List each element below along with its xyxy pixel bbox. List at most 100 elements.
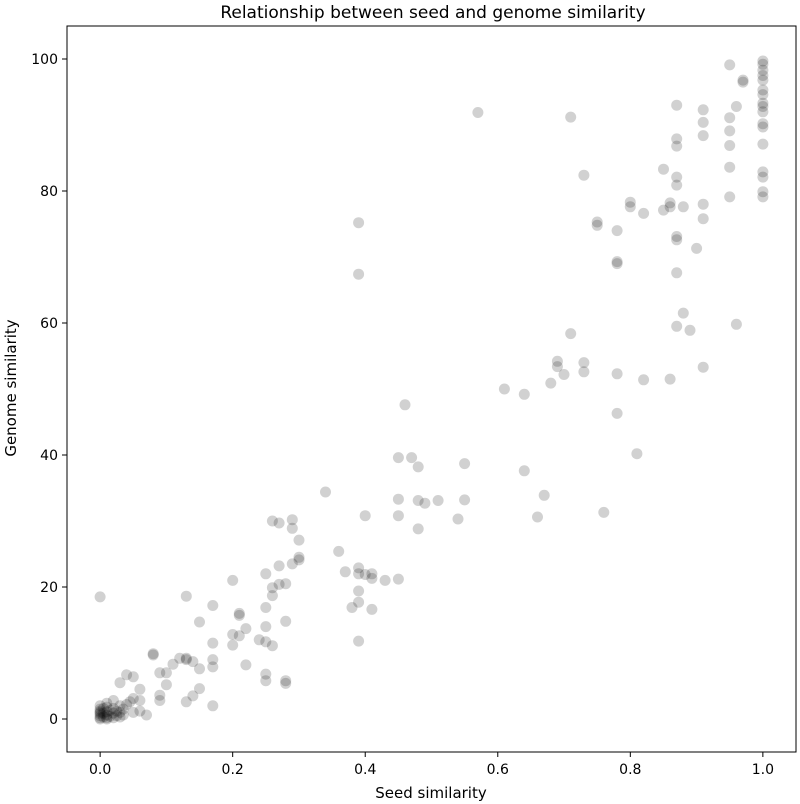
data-point bbox=[697, 213, 709, 225]
data-point bbox=[353, 568, 365, 580]
data-point bbox=[724, 59, 736, 71]
data-point bbox=[207, 661, 219, 673]
data-point bbox=[392, 493, 404, 505]
data-point bbox=[737, 74, 749, 86]
data-point bbox=[227, 574, 239, 586]
data-point bbox=[697, 198, 709, 210]
data-point bbox=[127, 693, 139, 704]
data-point bbox=[167, 658, 179, 670]
data-point bbox=[187, 656, 199, 668]
data-points bbox=[94, 55, 769, 725]
data-point bbox=[532, 511, 543, 523]
data-point bbox=[260, 621, 272, 633]
data-point bbox=[114, 700, 126, 712]
data-point bbox=[611, 407, 623, 419]
data-point bbox=[266, 582, 278, 594]
y-tick-label: 60 bbox=[40, 316, 58, 332]
data-point bbox=[664, 201, 676, 213]
data-point bbox=[121, 669, 133, 681]
data-point bbox=[293, 551, 305, 563]
data-point bbox=[280, 675, 292, 687]
data-point bbox=[353, 268, 365, 280]
data-point bbox=[392, 510, 404, 522]
data-point bbox=[399, 399, 411, 411]
data-point bbox=[127, 706, 139, 718]
data-point bbox=[671, 179, 683, 191]
data-point bbox=[260, 602, 272, 613]
data-point bbox=[558, 369, 570, 380]
data-point bbox=[240, 659, 252, 671]
data-point bbox=[97, 702, 109, 714]
data-point bbox=[671, 320, 683, 332]
chart-title: Relationship between seed and genome sim… bbox=[220, 3, 645, 23]
data-point bbox=[538, 489, 550, 501]
data-point bbox=[472, 107, 484, 118]
data-point bbox=[757, 166, 769, 178]
data-point bbox=[114, 711, 126, 723]
data-point bbox=[452, 513, 464, 525]
data-point bbox=[147, 648, 159, 660]
data-point bbox=[419, 497, 431, 509]
data-point bbox=[392, 573, 404, 585]
plot-frame bbox=[66, 25, 797, 753]
data-point bbox=[664, 197, 676, 209]
data-point bbox=[598, 506, 610, 518]
data-point bbox=[366, 572, 378, 584]
data-point bbox=[578, 366, 590, 378]
data-point bbox=[286, 522, 298, 534]
data-point bbox=[724, 125, 736, 137]
data-point bbox=[658, 204, 669, 216]
data-point bbox=[134, 683, 146, 695]
data-point bbox=[117, 709, 129, 721]
data-point bbox=[591, 216, 603, 228]
data-point bbox=[638, 374, 650, 386]
data-point bbox=[280, 578, 292, 590]
data-point bbox=[611, 225, 623, 237]
data-point bbox=[545, 377, 557, 389]
data-point bbox=[671, 133, 683, 145]
data-point bbox=[412, 461, 424, 473]
data-point bbox=[260, 568, 272, 580]
data-point bbox=[124, 696, 136, 708]
data-point bbox=[737, 76, 749, 88]
y-axis-label: Genome similarity bbox=[2, 319, 20, 456]
data-point bbox=[379, 574, 391, 586]
data-point bbox=[757, 191, 769, 203]
data-point bbox=[578, 169, 590, 181]
data-point bbox=[121, 699, 133, 710]
data-point bbox=[671, 234, 683, 246]
data-point bbox=[94, 705, 106, 717]
data-point bbox=[697, 361, 709, 373]
data-point bbox=[101, 701, 113, 713]
data-point bbox=[101, 706, 113, 718]
data-point bbox=[459, 458, 471, 470]
data-point bbox=[194, 663, 205, 675]
data-point bbox=[107, 707, 119, 719]
data-point bbox=[631, 448, 643, 460]
data-point bbox=[260, 636, 272, 648]
data-point bbox=[280, 615, 292, 627]
data-point bbox=[286, 514, 298, 526]
data-point bbox=[757, 118, 769, 130]
data-point bbox=[101, 713, 113, 725]
data-point bbox=[94, 708, 106, 720]
data-point bbox=[697, 104, 709, 116]
data-point bbox=[359, 510, 371, 522]
y-tick-label: 0 bbox=[49, 712, 58, 728]
data-point bbox=[353, 635, 365, 647]
data-point bbox=[724, 161, 736, 173]
data-point bbox=[207, 700, 219, 712]
data-point bbox=[518, 388, 530, 400]
data-point bbox=[551, 361, 563, 373]
data-point bbox=[94, 700, 106, 712]
data-point bbox=[227, 629, 239, 640]
data-point bbox=[253, 634, 265, 646]
data-point bbox=[591, 219, 603, 231]
data-point bbox=[180, 696, 192, 708]
data-point bbox=[104, 710, 116, 722]
x-axis-ticks: 0.0 0.2 0.4 0.6 0.8 1.0 bbox=[89, 752, 774, 778]
data-point bbox=[565, 328, 577, 340]
data-point bbox=[757, 97, 769, 109]
data-point bbox=[671, 171, 683, 183]
y-tick-label: 100 bbox=[31, 52, 58, 68]
